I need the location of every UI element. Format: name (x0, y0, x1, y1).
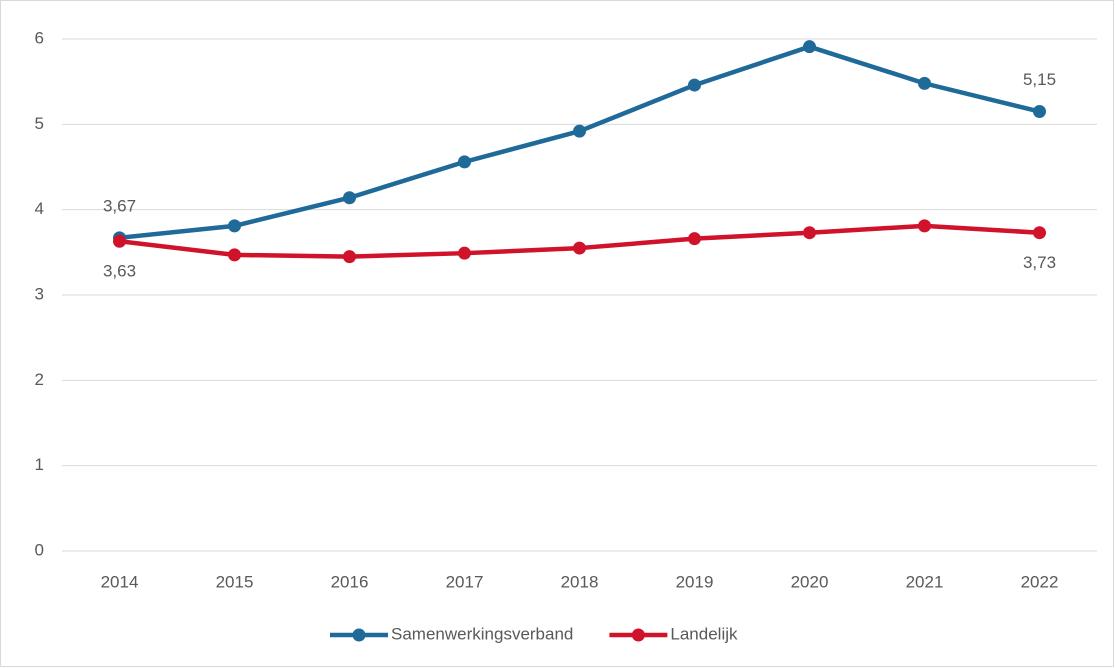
data-point (918, 76, 931, 90)
y-tick-label: 2 (35, 370, 44, 389)
data-label: 3,73 (1023, 253, 1056, 272)
legend-marker (631, 628, 645, 642)
y-tick-label: 6 (35, 28, 44, 47)
legend-label: Landelijk (670, 624, 738, 643)
data-label: 3,63 (103, 262, 136, 281)
legend-marker (352, 628, 366, 642)
y-tick-label: 4 (35, 199, 44, 218)
data-label: 3,67 (103, 196, 136, 215)
x-tick-label: 2021 (906, 572, 944, 591)
data-point (688, 78, 701, 92)
x-tick-label: 2014 (101, 572, 139, 591)
y-tick-label: 1 (35, 455, 44, 474)
x-tick-label: 2016 (331, 572, 369, 591)
y-tick-label: 3 (35, 284, 44, 303)
data-point (1033, 105, 1046, 119)
data-point (343, 250, 356, 264)
data-point (1033, 226, 1046, 240)
data-point (803, 40, 816, 54)
data-point (228, 219, 241, 233)
data-label: 5,15 (1023, 70, 1056, 89)
y-tick-label: 0 (35, 540, 44, 559)
x-tick-label: 2018 (561, 572, 599, 591)
data-point (918, 219, 931, 233)
data-point (113, 234, 126, 248)
x-tick-label: 2022 (1021, 572, 1059, 591)
data-point (458, 246, 471, 260)
x-tick-label: 2019 (676, 572, 714, 591)
x-tick-label: 2017 (446, 572, 484, 591)
x-tick-label: 2015 (216, 572, 254, 591)
data-point (458, 155, 471, 169)
data-point (573, 124, 586, 138)
x-tick-label: 2020 (791, 572, 829, 591)
data-point (573, 241, 586, 255)
data-point (803, 226, 816, 240)
y-tick-label: 5 (35, 114, 44, 133)
legend-label: Samenwerkingsverband (391, 624, 573, 643)
data-point (688, 232, 701, 246)
data-point (343, 191, 356, 205)
data-point (228, 248, 241, 262)
